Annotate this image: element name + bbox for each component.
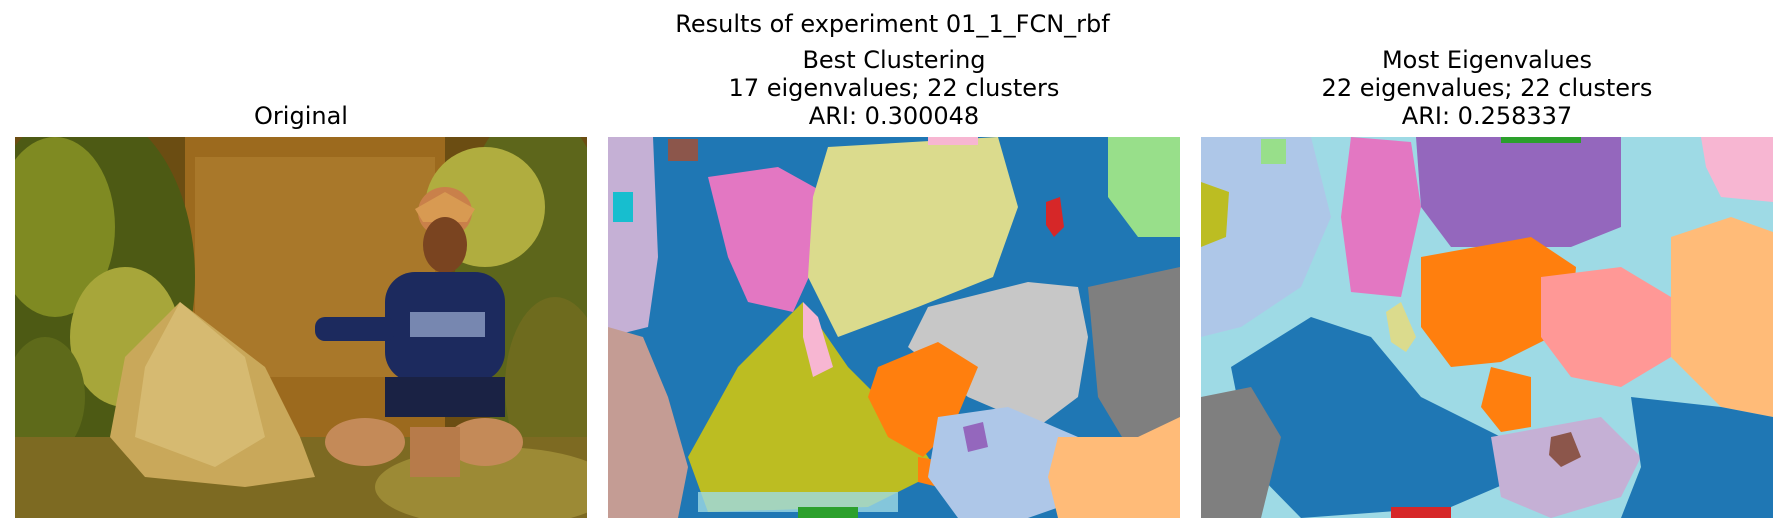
panel-title: Original xyxy=(15,102,587,130)
panel-title: Best Clustering 17 eigenvalues; 22 clust… xyxy=(608,46,1180,130)
best-clustering-map xyxy=(608,137,1180,518)
panel-title-line: Original xyxy=(254,102,348,130)
panel-title: Most Eigenvalues 22 eigenvalues; 22 clus… xyxy=(1201,46,1773,130)
most-eigenvalues-map xyxy=(1201,137,1773,518)
panel-original: Original xyxy=(15,0,587,532)
panel-most-eigenvalues: Most Eigenvalues 22 eigenvalues; 22 clus… xyxy=(1201,0,1773,532)
panel-title-line: ARI: 0.300048 xyxy=(808,102,980,130)
panel-title-line: 17 eigenvalues; 22 clusters xyxy=(728,74,1060,102)
panel-title-line: Most Eigenvalues xyxy=(1381,46,1593,74)
panel-title-line: Best Clustering xyxy=(802,46,986,74)
panel-title-line: ARI: 0.258337 xyxy=(1401,102,1573,130)
panel-best-clustering: Best Clustering 17 eigenvalues; 22 clust… xyxy=(608,0,1180,532)
original-photo xyxy=(15,137,587,518)
figure-suptitle: Results of experiment 01_1_FCN_rbf xyxy=(675,10,1110,38)
panel-title-line: 22 eigenvalues; 22 clusters xyxy=(1321,74,1653,102)
